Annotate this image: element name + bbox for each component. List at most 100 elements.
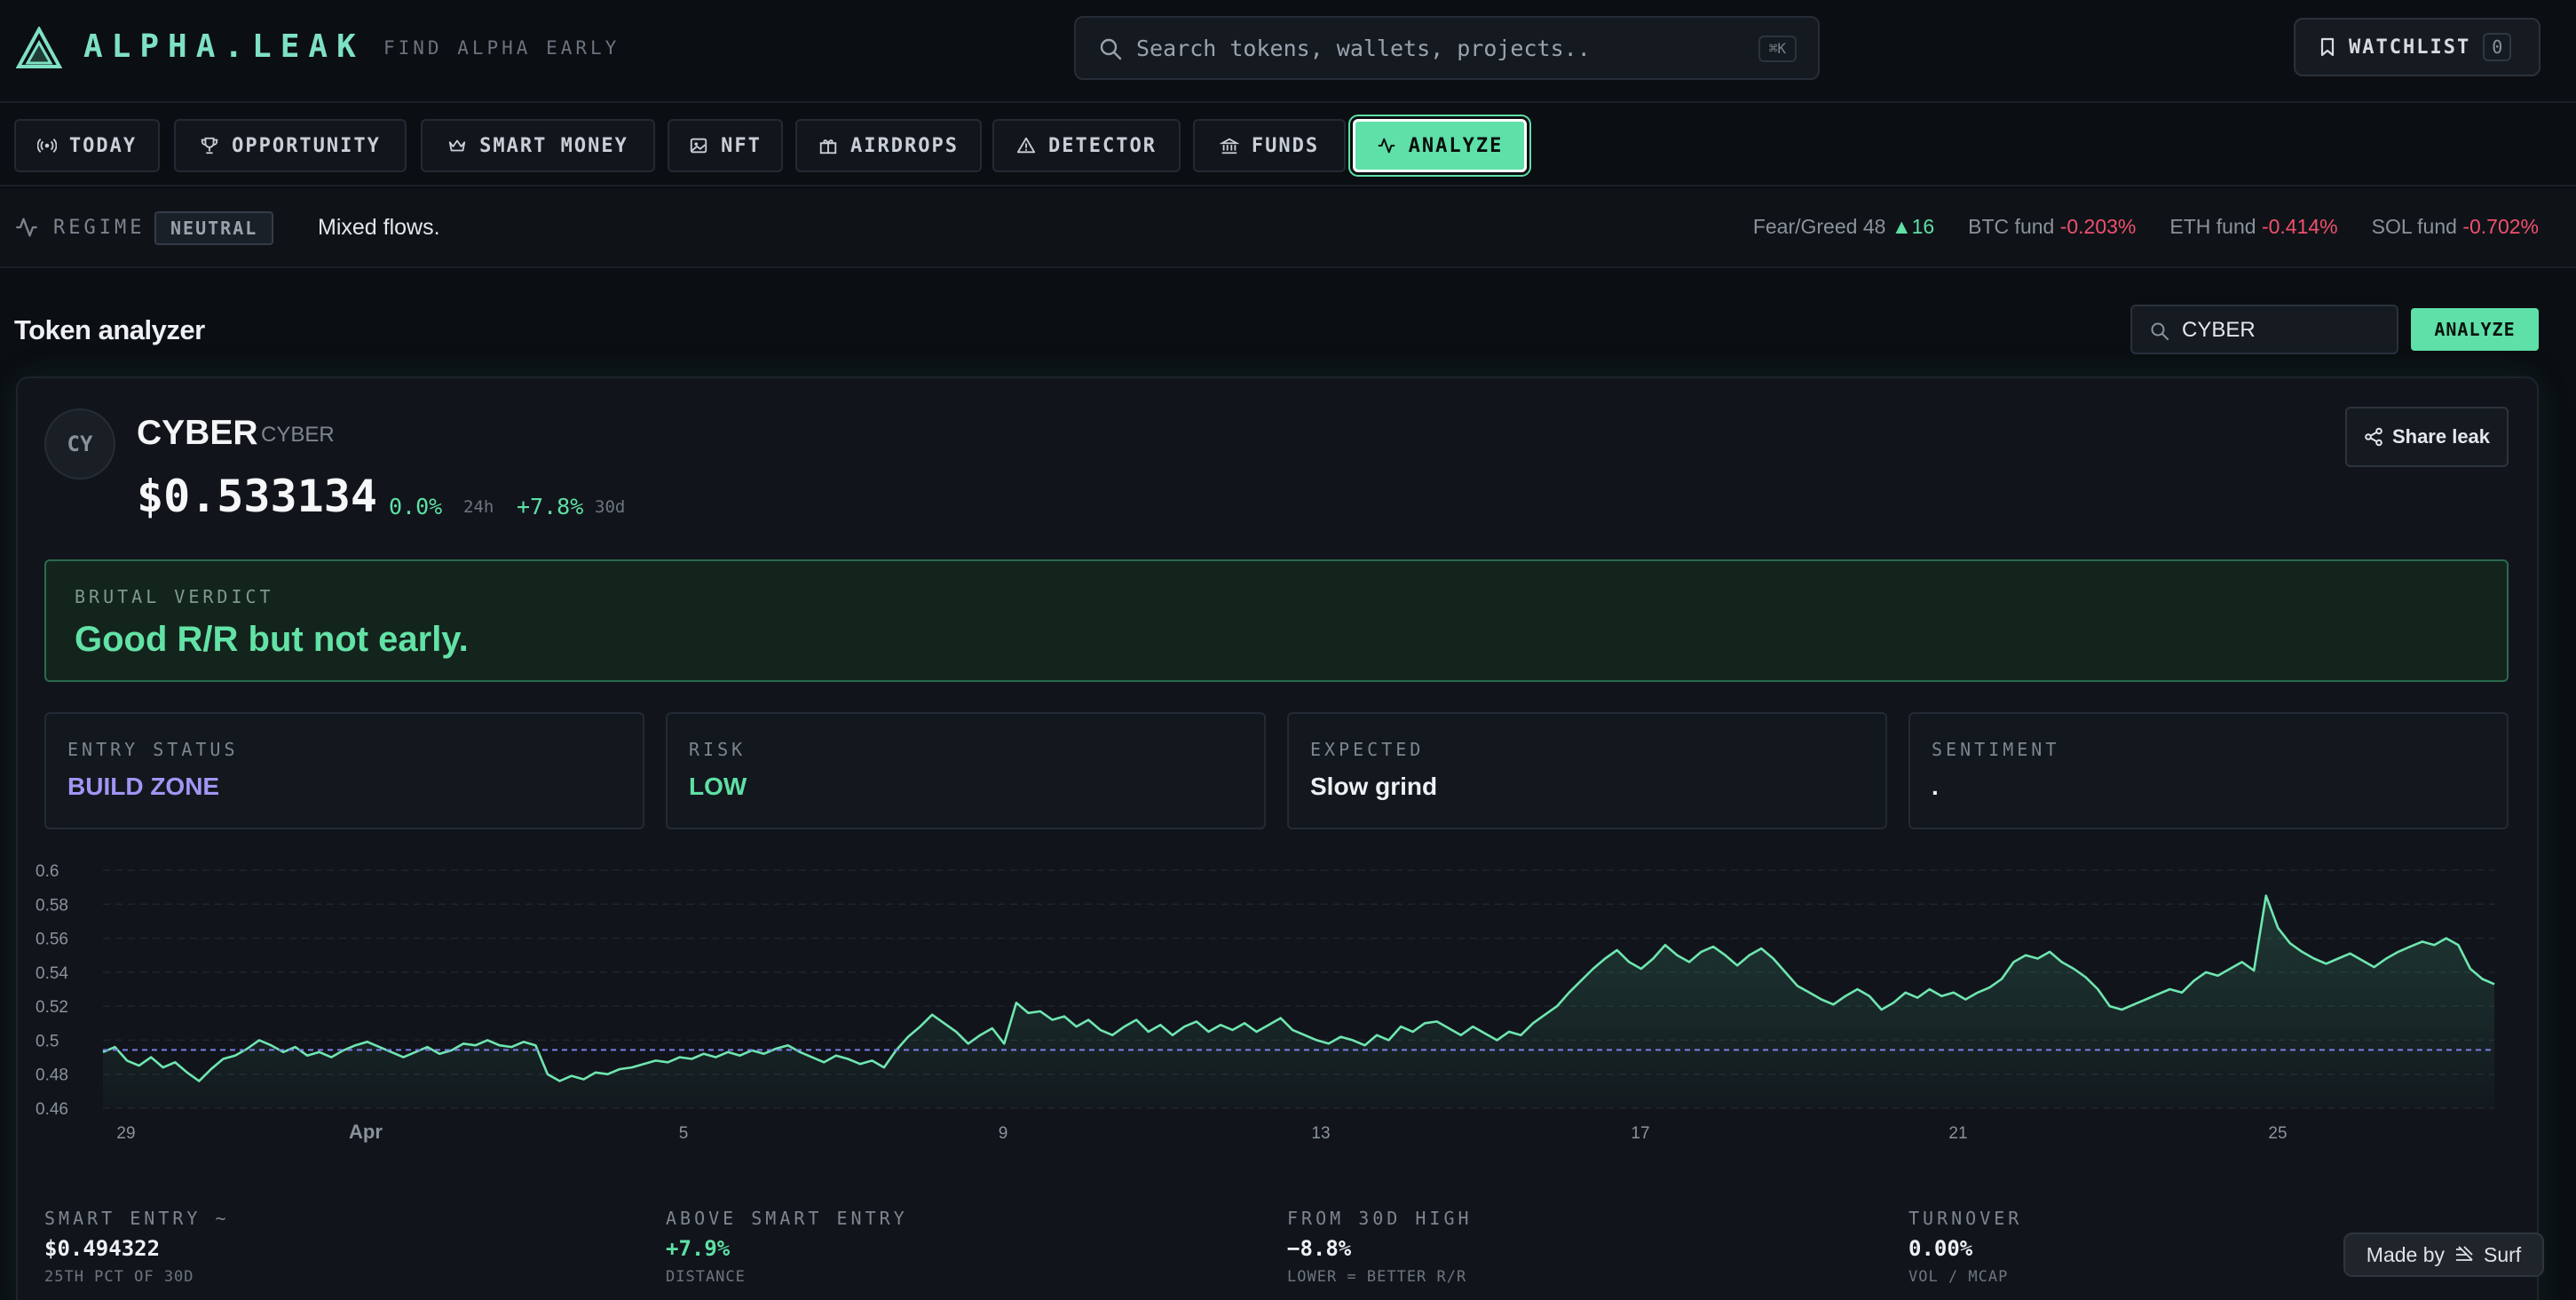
y-tick-label: 0.52	[36, 998, 68, 1017]
global-search[interactable]: ⌘K	[1074, 16, 1820, 80]
x-tick-label: 5	[679, 1124, 689, 1143]
bottom-stat-sub: 25TH PCT OF 30D	[44, 1268, 194, 1286]
watchlist-button[interactable]: WATCHLIST 0	[2294, 18, 2540, 76]
price-chart[interactable]: 0.6 0.58 0.56 0.54 0.52 0.5 0.48 0.46 29 Apr 5 9 13…	[36, 852, 2521, 1154]
bottom-stat-value: −8.8%	[1287, 1236, 1352, 1261]
btc-funding-value: -0.203%	[2059, 215, 2137, 238]
tab-airdrops[interactable]: AIRDROPS	[795, 119, 982, 172]
share-leak-label: Share leak	[2391, 425, 2491, 448]
bottom-stat-above-entry: ABOVE SMART ENTRY +7.9% DISTANCE	[666, 1208, 1198, 1286]
sol-funding-metric: SOL fund -0.702%	[2371, 215, 2539, 238]
bottom-stat-turnover: TURNOVER 0.00% VOL / MCAP	[1908, 1208, 2441, 1286]
chart-area-fill	[103, 895, 2494, 1108]
share-leak-button[interactable]: Share leak	[2345, 407, 2509, 467]
bottom-stat-sub: VOL / MCAP	[1908, 1268, 2009, 1286]
bottom-stat-label: ABOVE SMART ENTRY	[666, 1208, 908, 1229]
stat-value: .	[1932, 773, 1939, 800]
x-tick-label: 29	[116, 1124, 135, 1143]
search-input[interactable]	[1136, 30, 1740, 66]
chart-price-line	[102, 894, 2495, 1082]
tab-today[interactable]: TODAY	[14, 119, 160, 172]
logo-triangle-icon[interactable]	[16, 27, 62, 69]
trophy-icon	[201, 137, 218, 155]
regime-label: REGIME	[53, 217, 146, 239]
stat-label: EXPECTED	[1310, 739, 1425, 760]
y-tick-label: 0.46	[36, 1100, 68, 1119]
brand-wordmark[interactable]: ALPHA.LEAK	[83, 28, 365, 65]
y-tick-label: 0.48	[36, 1066, 68, 1085]
tab-smart-money[interactable]: SMART MONEY	[421, 119, 655, 172]
tab-detector[interactable]: DETECTOR	[992, 119, 1181, 172]
stat-label: ENTRY STATUS	[67, 739, 239, 760]
tab-opportunity[interactable]: OPPORTUNITY	[174, 119, 407, 172]
tab-analyze-label: ANALYZE	[1408, 134, 1504, 157]
chart-y-axis: 0.6 0.58 0.56 0.54 0.52 0.5 0.48 0.46	[36, 862, 68, 1119]
search-icon	[1100, 38, 1122, 60]
bottom-stat-value: $0.494322	[44, 1236, 161, 1261]
watchlist-count: 0	[2483, 33, 2512, 61]
x-tick-label: 25	[2268, 1124, 2287, 1143]
stat-risk: RISK LOW	[666, 712, 1266, 829]
made-by-badge[interactable]: Made by Surf	[2343, 1233, 2544, 1277]
x-tick-label: 21	[1948, 1124, 1967, 1143]
y-tick-label: 0.54	[36, 964, 68, 983]
verdict-text: Good R/R but not early.	[75, 620, 469, 659]
crown-icon	[448, 139, 466, 152]
token-search[interactable]	[2130, 305, 2398, 354]
bottom-stat-sub: LOWER = BETTER R/R	[1287, 1268, 1467, 1286]
tab-today-label: TODAY	[68, 134, 138, 157]
regime-strip: REGIME NEUTRAL Mixed flows. Fear/Greed 4…	[0, 188, 2576, 268]
bottom-stat-smart-entry: SMART ENTRY ~ $0.494322 25TH PCT OF 30D	[44, 1208, 577, 1286]
analyze-button[interactable]: ANALYZE	[2411, 308, 2539, 351]
eth-funding-value: -0.414%	[2261, 215, 2338, 238]
stat-value: BUILD ZONE	[67, 773, 220, 800]
token-price: $0.533134	[137, 471, 377, 522]
bottom-stat-from-high: FROM 30D HIGH −8.8% LOWER = BETTER R/R	[1287, 1208, 1820, 1286]
tab-analyze[interactable]: ANALYZE	[1353, 119, 1527, 172]
tab-detector-label: DETECTOR	[1048, 134, 1157, 157]
tab-funds-label: FUNDS	[1251, 134, 1320, 157]
surf-logo-icon	[2456, 1246, 2473, 1261]
stat-sentiment: SENTIMENT .	[1908, 712, 2509, 829]
token-search-input[interactable]	[2182, 315, 2386, 345]
alert-triangle-icon	[1016, 137, 1036, 154]
stat-label: RISK	[689, 739, 747, 760]
change-30d: +7.8%	[517, 494, 584, 519]
bottom-stat-label: TURNOVER	[1908, 1208, 2023, 1229]
tab-smart-money-label: SMART MONEY	[479, 134, 628, 157]
stat-entry-status: ENTRY STATUS BUILD ZONE	[44, 712, 644, 829]
y-tick-label: 0.5	[36, 1032, 59, 1050]
y-tick-label: 0.56	[36, 931, 68, 949]
regime-badge: NEUTRAL	[154, 211, 274, 245]
bottom-stat-label: SMART ENTRY ~	[44, 1208, 230, 1229]
broadcast-icon	[36, 139, 57, 153]
btc-funding-metric: BTC fund -0.203%	[1968, 215, 2137, 238]
page-title: Token analyzer	[14, 314, 205, 345]
share-icon	[2365, 427, 2382, 447]
y-tick-label: 0.6	[36, 862, 59, 881]
bookmark-icon	[2320, 37, 2335, 57]
token-avatar: CY	[44, 408, 115, 480]
x-tick-label: 13	[1311, 1124, 1330, 1143]
x-tick-label: Apr	[349, 1121, 383, 1143]
main-nav: TODAY OPPORTUNITY SMART MONEY NFT AIRDRO…	[0, 105, 2576, 186]
tab-nft-label: NFT	[721, 134, 762, 157]
tab-nft[interactable]: NFT	[668, 119, 783, 172]
image-icon	[690, 138, 707, 154]
brand-tagline: FIND ALPHA EARLY	[383, 37, 620, 59]
y-tick-label: 0.58	[36, 896, 68, 915]
tab-funds[interactable]: FUNDS	[1193, 119, 1346, 172]
change-24h-label: 24h	[463, 497, 494, 517]
tab-airdrops-label: AIRDROPS	[850, 134, 959, 157]
search-shortcut-hint: ⌘K	[1758, 36, 1797, 62]
regime-summary: Mixed flows.	[318, 215, 440, 240]
eth-funding-metric: ETH fund -0.414%	[2169, 215, 2338, 238]
gift-icon	[819, 139, 837, 155]
activity-icon	[1378, 138, 1395, 154]
x-tick-label: 9	[999, 1124, 1008, 1143]
bottom-stat-value: +7.9%	[666, 1236, 731, 1261]
search-icon	[2151, 322, 2169, 340]
stat-value: LOW	[689, 773, 747, 800]
token-symbol: CYBER	[261, 423, 335, 447]
bottom-stat-value: 0.00%	[1908, 1236, 1973, 1261]
